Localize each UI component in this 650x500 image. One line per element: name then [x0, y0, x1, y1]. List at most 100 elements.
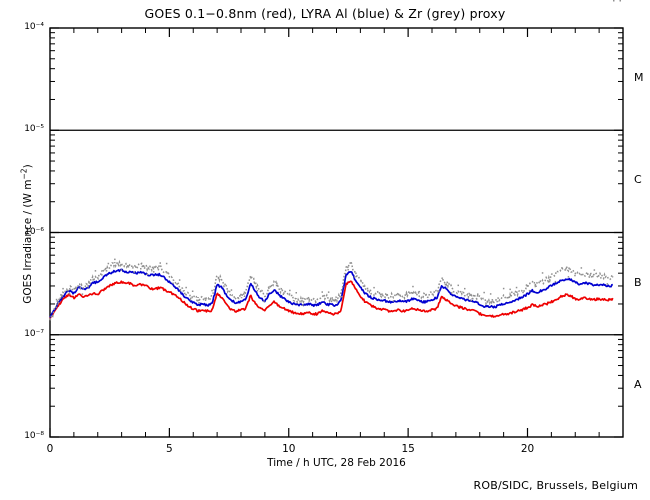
series-scatter-zr	[593, 269, 596, 271]
x-tick-label-2: 10	[282, 443, 296, 455]
series-scatter-zr	[522, 291, 524, 294]
series-scatter-zr	[133, 271, 135, 273]
series-scatter-zr	[502, 287, 505, 290]
series-scatter-zr	[315, 301, 317, 303]
series-scatter-zr	[477, 293, 479, 295]
series-scatter-zr	[373, 286, 375, 289]
series-scatter-zr	[191, 290, 194, 292]
series-scatter-zr	[613, 0, 615, 2]
series-scatter-zr	[153, 271, 155, 273]
series-scatter-zr	[276, 282, 278, 285]
series-scatter-zr	[269, 285, 272, 288]
series-scatter-zr	[438, 290, 440, 292]
series-scatter-zr	[574, 274, 576, 277]
series-scatter-zr	[561, 267, 563, 269]
y-tick-label-2: 10⁻⁶	[24, 226, 44, 237]
series-scatter-zr	[606, 283, 609, 285]
series-scatter-zr	[308, 298, 310, 301]
series-scatter-zr	[399, 294, 401, 296]
series-scatter-zr	[431, 293, 434, 295]
series-scatter-zr	[81, 293, 84, 295]
series-scatter-zr	[360, 280, 362, 283]
series-scatter-zr	[470, 299, 472, 302]
series-scatter-zr	[392, 300, 395, 302]
series-scatter-zr	[68, 293, 71, 295]
series-scatter-zr	[165, 262, 168, 265]
series-scatter-zr	[302, 304, 304, 306]
series-scatter-zr	[62, 287, 64, 290]
series-scatter-zr	[289, 289, 291, 292]
credit-text: ROB/SIDC, Brussels, Belgium	[473, 479, 638, 492]
series-scatter-zr	[334, 299, 336, 302]
series-scatter-zr	[250, 277, 252, 279]
series-scatter-zr	[412, 285, 414, 288]
series-scatter-zr	[451, 292, 453, 294]
flare-class-label-M: M	[634, 71, 644, 85]
series-scatter-zr	[366, 287, 369, 290]
series-scatter-zr	[353, 276, 356, 278]
series-scatter-zr	[418, 290, 421, 293]
series-scatter-zr	[101, 274, 103, 276]
series-2	[49, 0, 621, 321]
series-scatter-zr	[587, 273, 589, 275]
series-scatter-zr	[405, 293, 408, 295]
series-scatter-zr	[55, 298, 58, 301]
series-scatter-zr	[172, 282, 174, 285]
series-scatter-zr	[204, 299, 207, 301]
series-scatter-zr	[114, 258, 116, 261]
x-tick-label-3: 15	[401, 443, 415, 455]
series-scatter-zr	[496, 300, 498, 303]
flare-class-label-C: C	[634, 173, 642, 187]
x-tick-label-0: 0	[46, 443, 54, 455]
series-scatter-zr	[49, 318, 51, 320]
series-scatter-zr	[464, 287, 466, 290]
series-scatter-zr	[224, 283, 226, 286]
series-scatter-zr	[237, 297, 239, 299]
series-scatter-zr	[88, 281, 90, 283]
series-scatter-zr	[120, 269, 123, 271]
series-scatter-zr	[567, 276, 570, 278]
series-line-zr	[49, 259, 614, 321]
series-scatter-zr	[444, 283, 447, 286]
series-scatter-zr	[535, 285, 537, 287]
flare-class-label-B: B	[634, 275, 642, 289]
x-tick-label-1: 5	[166, 443, 173, 455]
series-scatter-zr	[198, 302, 200, 304]
x-axis-label: Time / h UTC, 28 Feb 2016	[267, 457, 406, 469]
series-scatter-zr	[211, 289, 213, 292]
series-scatter-zr	[457, 284, 459, 287]
series-scatter-zr	[340, 296, 343, 298]
series-0	[49, 280, 614, 320]
series-scatter-zr	[321, 291, 323, 293]
series-scatter-zr	[140, 268, 142, 270]
series-scatter-zr	[217, 277, 220, 280]
series-scatter-zr	[185, 286, 187, 289]
plot-frame	[49, 27, 624, 438]
series-scatter-zr	[600, 277, 602, 279]
series-scatter-zr	[515, 286, 518, 289]
series-scatter-zr	[379, 293, 382, 296]
series-scatter-zr	[243, 291, 246, 293]
series-scatter-zr	[489, 293, 492, 295]
series-scatter-zr	[159, 262, 161, 264]
series-scatter-zr	[528, 289, 531, 292]
series-scatter-zr	[347, 268, 349, 271]
series-scatter-zr	[263, 300, 265, 303]
y-tick-label-4: 10⁻⁴	[24, 22, 44, 32]
series-scatter-zr	[178, 279, 181, 281]
series-scatter-zr	[541, 272, 544, 274]
series-scatter-zr	[94, 270, 97, 272]
series-scatter-zr	[295, 292, 297, 294]
series-scatter-zr	[619, 0, 621, 2]
series-scatter-zr	[256, 289, 259, 292]
x-tick-label-4: 20	[520, 443, 535, 455]
series-scatter-zr	[107, 262, 110, 265]
y-tick-label-0: 10⁻⁸	[24, 431, 44, 441]
series-scatter-zr	[483, 291, 485, 294]
y-tick-label-1: 10⁻⁷	[24, 328, 44, 339]
series-scatter-zr	[386, 294, 388, 297]
series-scatter-zr	[75, 286, 77, 289]
chart-title: GOES 0.1−0.8nm (red), LYRA Al (blue) & Z…	[144, 6, 506, 21]
